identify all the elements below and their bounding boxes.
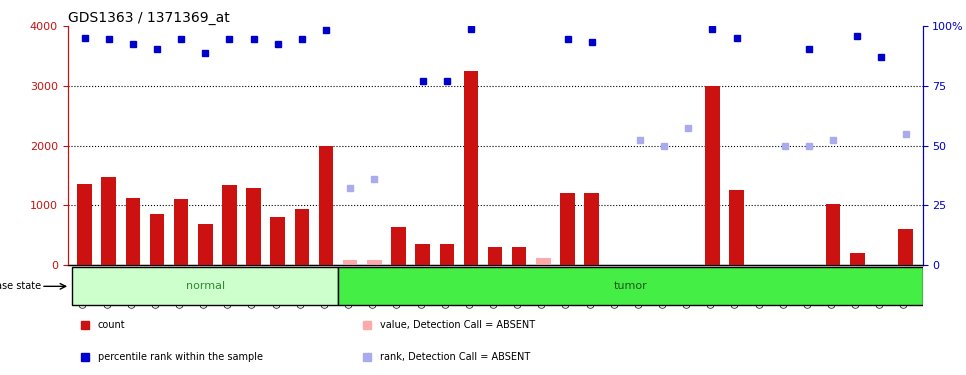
Bar	[150, 214, 164, 265]
Bar	[222, 185, 237, 265]
Bar	[560, 194, 575, 265]
Text: disease state: disease state	[0, 281, 41, 291]
Bar	[338, 267, 923, 305]
Bar	[584, 194, 599, 265]
Text: tumor: tumor	[613, 281, 647, 291]
Bar	[101, 177, 116, 265]
Bar	[174, 200, 188, 265]
Bar	[72, 267, 338, 305]
Bar	[536, 258, 551, 265]
Bar	[512, 247, 526, 265]
Bar	[126, 198, 140, 265]
Bar	[77, 184, 92, 265]
Bar	[343, 260, 357, 265]
Text: normal: normal	[185, 281, 225, 291]
Text: count: count	[98, 320, 126, 330]
Bar	[488, 247, 502, 265]
Bar	[464, 71, 478, 265]
Text: GDS1363 / 1371369_at: GDS1363 / 1371369_at	[68, 11, 229, 25]
Bar	[319, 146, 333, 265]
Bar	[440, 244, 454, 265]
Bar	[826, 204, 840, 265]
Bar	[270, 217, 285, 265]
Bar	[729, 190, 744, 265]
Text: percentile rank within the sample: percentile rank within the sample	[98, 352, 263, 362]
Bar	[898, 229, 913, 265]
Bar	[391, 227, 406, 265]
Bar	[295, 209, 309, 265]
Bar	[415, 244, 430, 265]
Bar	[705, 86, 720, 265]
Bar	[367, 260, 382, 265]
Text: value, Detection Call = ABSENT: value, Detection Call = ABSENT	[380, 320, 535, 330]
Bar	[850, 252, 865, 265]
Bar	[246, 188, 261, 265]
Bar	[198, 225, 213, 265]
Text: rank, Detection Call = ABSENT: rank, Detection Call = ABSENT	[380, 352, 530, 362]
